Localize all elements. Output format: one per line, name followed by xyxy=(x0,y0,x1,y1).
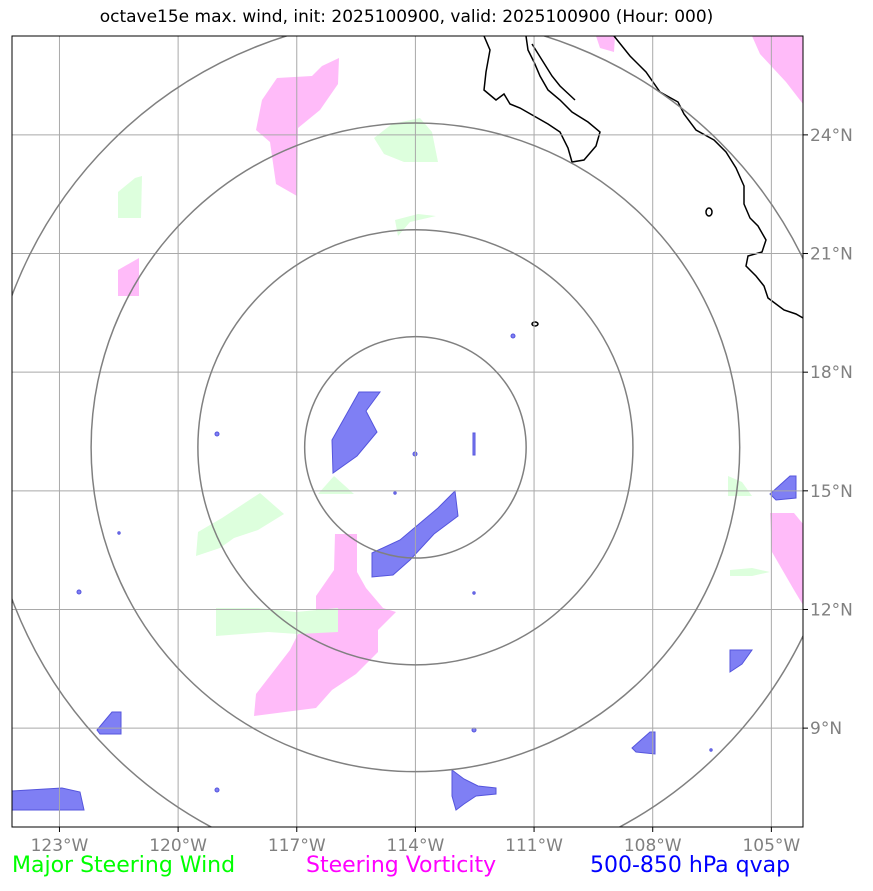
lat-tick-label: 21°N xyxy=(810,245,853,265)
qvap-area xyxy=(117,531,121,535)
lon-tick-label: 123°W xyxy=(31,836,89,856)
qvap-area xyxy=(214,431,220,437)
lat-tick-label: 12°N xyxy=(810,600,853,620)
lon-tick-label: 108°W xyxy=(624,836,682,856)
lon-tick-label: 105°W xyxy=(742,836,800,856)
qvap-layer xyxy=(12,333,797,811)
map-title: octave15e max. wind, init: 2025100900, v… xyxy=(99,7,714,27)
lon-tick-label: 117°W xyxy=(268,836,326,856)
lon-tick-label: 114°W xyxy=(387,836,445,856)
vorticity-area xyxy=(118,258,139,296)
legend-steering-vorticity: Steering Vorticity xyxy=(306,853,497,878)
graticule xyxy=(12,36,803,827)
steering-wind-area xyxy=(318,476,354,494)
qvap-area xyxy=(331,391,381,474)
steering-wind-area xyxy=(395,214,436,236)
vorticity-area xyxy=(256,58,339,196)
lat-tick-label: 18°N xyxy=(810,363,853,383)
coastline xyxy=(483,36,803,327)
vorticity-area xyxy=(770,513,803,605)
vorticity-area xyxy=(596,36,615,52)
steering-wind-area xyxy=(196,493,284,556)
legend-qvap: 500-850 hPa qvap xyxy=(590,853,791,878)
range-ring xyxy=(90,122,741,773)
steering-wind-area xyxy=(730,568,770,576)
qvap-area xyxy=(472,591,476,595)
lon-axis: 123°W 120°W 117°W 114°W 111°W 108°W 105°W xyxy=(31,827,800,856)
steering-wind-area xyxy=(216,608,338,636)
map-frame xyxy=(11,35,804,828)
steering-wind-area xyxy=(374,118,438,162)
qvap-area xyxy=(393,491,397,495)
lat-axis: 24°N 21°N 18°N 15°N 12°N 9°N xyxy=(803,126,853,739)
steering-wind-layer xyxy=(118,118,770,636)
qvap-area xyxy=(709,748,713,752)
qvap-area xyxy=(472,432,476,456)
qvap-area xyxy=(510,333,516,339)
range-ring xyxy=(197,229,634,666)
legend-steering-wind: Major Steering Wind xyxy=(12,853,236,878)
steering-wind-area xyxy=(118,176,142,218)
qvap-area xyxy=(631,731,656,755)
qvap-area xyxy=(96,711,122,735)
lat-tick-label: 24°N xyxy=(810,126,853,146)
lon-tick-label: 111°W xyxy=(505,836,563,856)
map-plot-area xyxy=(12,36,803,827)
vorticity-area xyxy=(752,36,803,104)
lat-tick-label: 15°N xyxy=(810,482,853,502)
qvap-area xyxy=(769,475,797,501)
qvap-area xyxy=(451,769,497,811)
lon-tick-label: 120°W xyxy=(149,836,207,856)
steering-wind-area xyxy=(728,476,752,496)
qvap-area xyxy=(214,787,220,793)
qvap-area xyxy=(76,589,82,595)
qvap-area xyxy=(729,649,753,673)
range-ring xyxy=(303,335,527,559)
range-rings xyxy=(12,36,803,827)
qvap-area xyxy=(12,787,85,811)
lat-tick-label: 9°N xyxy=(810,719,842,739)
